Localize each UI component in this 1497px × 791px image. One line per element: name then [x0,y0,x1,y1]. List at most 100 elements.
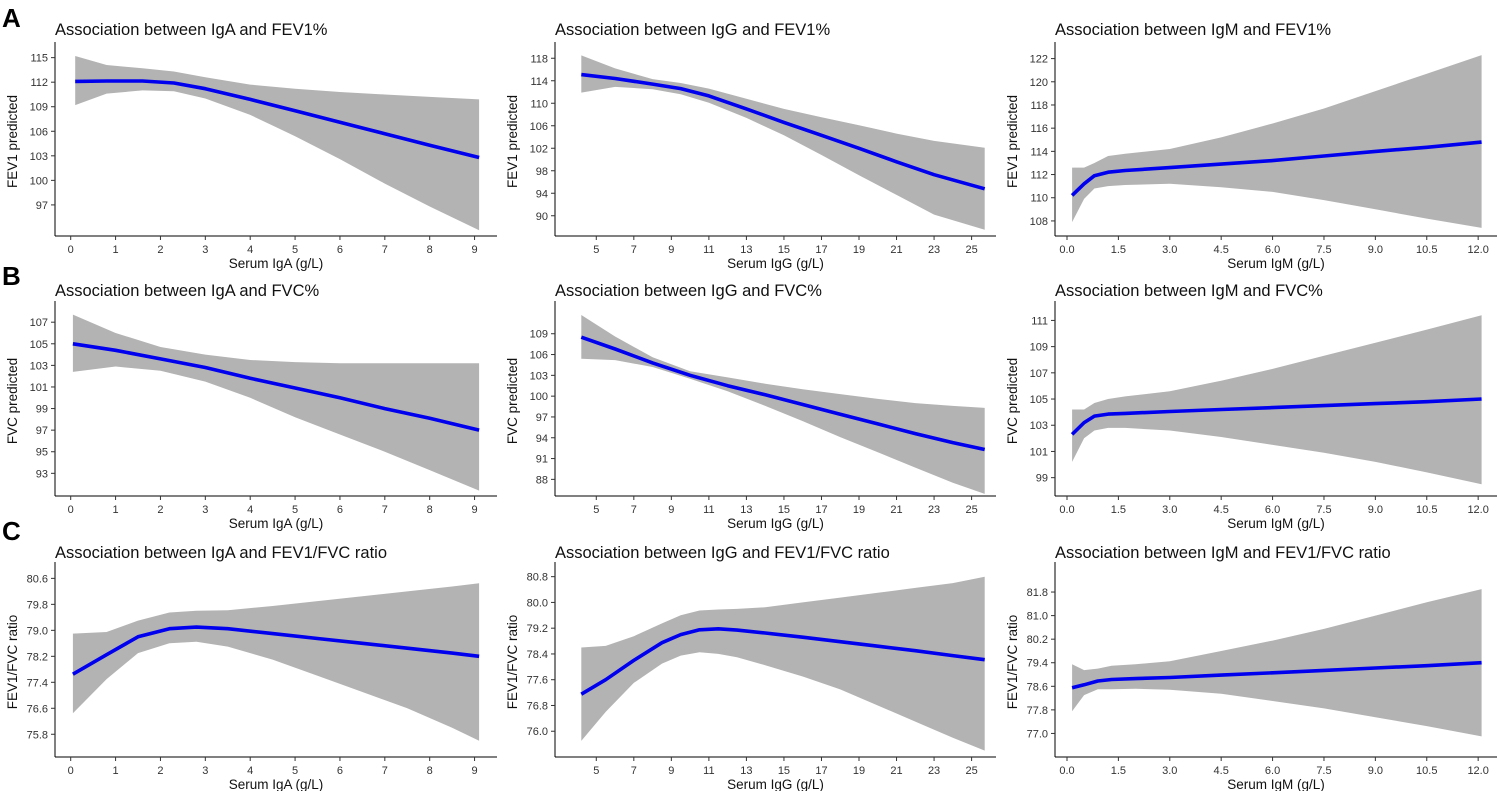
x-tick-label: 5 [292,765,298,777]
x-tick-label: 19 [853,244,865,256]
x-tick-label: 5 [593,244,599,256]
x-tick-label: 6 [337,765,343,777]
y-tick-label: 98 [536,166,548,178]
x-tick-label: 3.0 [1162,504,1177,516]
y-tick-label: 91 [536,454,548,466]
x-tick-label: 11 [703,765,714,777]
y-tick-label: 105 [30,339,48,351]
panel-2-2: Association between IgG and FVC%88919497… [505,282,996,531]
panel-1-3: Association between IgM and FEV1% 108 110 1… [1005,21,1497,271]
x-tick-label: 6.0 [1265,244,1280,256]
y-tick-label: 80.8 [527,572,548,584]
y-tick-label: 77.8 [1027,705,1048,717]
x-axis-label: Serum IgA (g/L) [229,516,324,531]
y-tick-label: 78.2 [27,651,48,663]
x-tick-label: 1 [113,765,119,777]
x-tick-label: 21 [890,765,902,777]
x-axis-label: Serum IgG (g/L) [727,256,824,271]
x-tick-label: 4.5 [1214,765,1229,777]
y-tick-label: 95 [36,447,48,459]
x-tick-label: 2 [157,765,163,777]
panel-3-1: Association between IgA and FEV1/FVC rat… [5,544,497,791]
row-label-a: A [2,3,21,33]
x-tick-label: 9.0 [1368,244,1383,256]
x-tick-label: 13 [740,504,752,516]
panel-3-3: Association between IgM and FEV1/FVC rat… [1005,544,1497,791]
x-tick-label: 3 [202,244,208,256]
confidence-band [72,583,480,741]
x-tick-label: 7.5 [1316,504,1331,516]
y-tick-label: 108 [1030,216,1048,228]
y-tick-label: 106 [530,121,548,133]
x-tick-label: 4 [247,244,253,256]
x-tick-label: 9 [668,504,674,516]
y-axis-label: FEV1 predicted [1005,95,1020,188]
y-tick-label: 77.6 [527,675,548,687]
x-tick-label: 9 [668,244,674,256]
x-tick-label: 9 [472,244,478,256]
chart-title: Association between IgM and FEV1/FVC rat… [1055,544,1391,562]
x-tick-label: 15 [778,244,790,256]
y-tick-label: 90 [536,211,548,223]
y-tick-label: 105 [1030,394,1048,406]
y-tick-label: 79.0 [27,625,48,637]
fit-line [75,79,480,160]
y-tick-label: 79.2 [527,623,548,635]
y-tick-label: 97 [536,412,548,424]
y-tick-label: 103 [1030,420,1048,432]
x-tick-label: 9.0 [1368,504,1383,516]
y-tick-label: 81.0 [1027,611,1048,623]
y-tick-label: 78.4 [527,649,548,661]
x-tick-label: 1.5 [1111,244,1126,256]
panel-1-2: Association between IgG and FEV1% 90 94 98 1… [505,21,996,271]
y-tick-label: 107 [1030,368,1048,380]
fit-line [581,72,986,191]
y-tick-label: 109 [30,102,48,114]
x-axis-label: Serum IgG (g/L) [727,516,824,531]
x-tick-label: 2 [157,504,163,516]
y-tick-label: 115 [30,53,48,65]
x-tick-label: 6.0 [1265,765,1280,777]
fit-line [1070,140,1482,197]
y-tick-label: 94 [536,433,548,445]
y-tick-label: 80.2 [1027,634,1048,646]
confidence-band [1072,55,1482,228]
confidence-band [75,56,480,231]
x-tick-label: 8 [427,244,433,256]
x-tick-label: 15 [778,504,790,516]
x-tick-label: 23 [928,504,940,516]
x-tick-label: 12.0 [1467,765,1488,777]
y-tick-label: 107 [30,317,48,329]
x-tick-label: 15 [778,765,790,777]
y-axis-label: FVC predicted [505,358,520,444]
x-tick-label: 1.5 [1111,765,1126,777]
y-tick-label: 112 [1030,170,1048,182]
y-tick-label: 81.8 [1027,587,1048,599]
chart-title: Association between IgG and FEV1/FVC rat… [555,544,890,562]
y-tick-label: 93 [36,468,48,480]
y-tick-label: 106 [30,126,48,138]
x-axis-label: Serum IgA (g/L) [229,777,324,791]
x-axis-label: Serum IgM (g/L) [1227,777,1325,791]
chart-title: Association between IgA and FEV1/FVC rat… [55,544,387,562]
panel-2-1: Association between IgA and FVC%93959799… [5,282,497,531]
x-tick-label: 7 [631,504,637,516]
x-axis-label: Serum IgG (g/L) [727,777,824,791]
x-tick-label: 7 [382,244,388,256]
confidence-band [1072,589,1482,737]
x-tick-label: 25 [965,504,977,516]
y-tick-label: 76.0 [527,726,548,738]
x-tick-label: 6 [337,504,343,516]
y-tick-label: 99 [36,404,48,416]
y-tick-label: 103 [30,360,48,372]
fit-line [1071,660,1482,690]
y-tick-label: 106 [530,350,548,362]
chart-title: Association between IgM and FEV1% [1055,21,1331,39]
x-tick-label: 13 [740,244,752,256]
x-tick-label: 0 [68,244,74,256]
y-tick-label: 118 [530,53,548,65]
x-tick-label: 6.0 [1265,504,1280,516]
chart-title: Association between IgM and FVC% [1055,282,1323,300]
panel-grid: Association between IgA and FEV1%9710010… [5,21,1497,791]
x-tick-label: 8 [427,765,433,777]
